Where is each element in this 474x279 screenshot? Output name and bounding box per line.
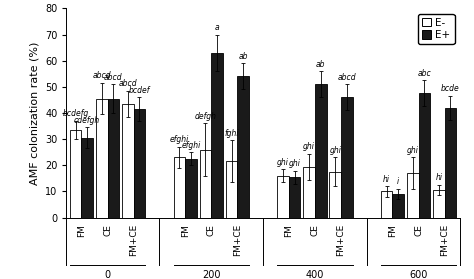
Text: FM: FM: [284, 224, 293, 237]
Text: abcd: abcd: [337, 73, 356, 81]
Text: CE: CE: [414, 224, 423, 236]
Text: 200: 200: [202, 270, 220, 279]
Text: abcd: abcd: [92, 71, 111, 80]
Bar: [433, 190, 445, 218]
Text: i: i: [397, 177, 400, 186]
Bar: [108, 98, 119, 218]
Text: efghi: efghi: [170, 135, 189, 145]
Text: abcd: abcd: [118, 79, 137, 88]
Bar: [315, 84, 327, 218]
Text: FM+CE: FM+CE: [129, 224, 138, 256]
Bar: [185, 159, 197, 218]
Text: FM+CE: FM+CE: [337, 224, 346, 256]
Text: efghi: efghi: [181, 141, 201, 150]
Bar: [445, 108, 456, 218]
Text: 400: 400: [306, 270, 324, 279]
Bar: [82, 138, 93, 218]
Bar: [122, 104, 134, 218]
Bar: [381, 191, 392, 218]
Bar: [329, 172, 341, 218]
Bar: [237, 76, 249, 218]
Text: ab: ab: [316, 59, 326, 69]
Bar: [392, 194, 404, 218]
Bar: [277, 176, 289, 218]
Text: ghi: ghi: [277, 158, 289, 167]
Text: defgh: defgh: [194, 112, 217, 121]
Text: 0: 0: [104, 270, 110, 279]
Bar: [341, 97, 353, 218]
Text: ghi: ghi: [303, 142, 315, 151]
Text: ghi: ghi: [289, 159, 301, 168]
Text: FM: FM: [388, 224, 397, 237]
Bar: [173, 157, 185, 218]
Bar: [200, 150, 211, 218]
Bar: [211, 53, 223, 218]
Text: ab: ab: [238, 52, 248, 61]
Text: FM+CE: FM+CE: [233, 224, 242, 256]
Bar: [419, 93, 430, 218]
Bar: [289, 177, 301, 218]
Text: a: a: [215, 23, 219, 32]
Text: 600: 600: [410, 270, 428, 279]
Text: CE: CE: [310, 224, 319, 236]
Text: abc: abc: [418, 69, 431, 78]
Text: abcd: abcd: [104, 73, 123, 81]
Text: ghi: ghi: [329, 146, 341, 155]
Text: bcdef: bcdef: [129, 86, 150, 95]
Bar: [226, 161, 237, 218]
Text: cdefgh: cdefgh: [74, 116, 100, 125]
Text: ghi: ghi: [407, 146, 419, 155]
Legend: E-, E+: E-, E+: [418, 14, 455, 44]
Bar: [70, 130, 82, 218]
Text: bcde: bcde: [441, 84, 460, 93]
Bar: [303, 167, 315, 218]
Text: bcdefg: bcdefg: [63, 109, 89, 118]
Bar: [134, 109, 145, 218]
Text: hi: hi: [436, 173, 442, 182]
Text: CE: CE: [207, 224, 216, 236]
Text: FM: FM: [181, 224, 190, 237]
Y-axis label: AMF colonization rate (%): AMF colonization rate (%): [29, 41, 39, 185]
Text: FM: FM: [77, 224, 86, 237]
Text: CE: CE: [103, 224, 112, 236]
Bar: [96, 98, 108, 218]
Text: FM+CE: FM+CE: [440, 224, 449, 256]
Bar: [407, 173, 419, 218]
Text: fghi: fghi: [224, 129, 239, 138]
Text: hi: hi: [383, 175, 390, 184]
